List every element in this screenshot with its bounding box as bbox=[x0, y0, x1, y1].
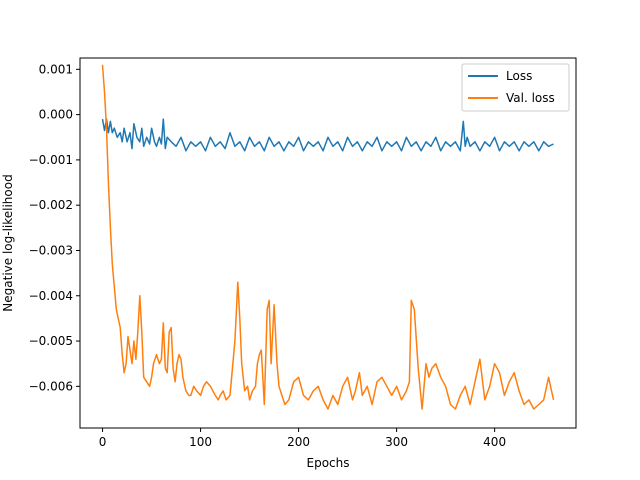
series-line-val-loss bbox=[101, 64, 555, 410]
y-tick-label: −0.006 bbox=[29, 379, 73, 393]
plot-frame bbox=[79, 57, 577, 429]
y-tick-label: 0.001 bbox=[39, 62, 73, 76]
plot-area bbox=[79, 57, 577, 429]
series-line-loss bbox=[101, 118, 554, 152]
series-layer bbox=[101, 64, 555, 410]
legend-label-val-loss: Val. loss bbox=[506, 91, 555, 105]
y-axis-title: Negative log-likelihood bbox=[1, 174, 15, 311]
legend-label-loss: Loss bbox=[506, 69, 532, 83]
y-tick-label: −0.004 bbox=[29, 289, 73, 303]
x-axis-ticks: 0 100 200 300 400 bbox=[99, 428, 506, 449]
y-axis-ticks: 0.001 0.000 −0.001 −0.002 −0.003 −0.004 −0.005… bbox=[29, 62, 80, 393]
x-axis-title: Epochs bbox=[307, 456, 350, 470]
y-tick-label: −0.002 bbox=[29, 198, 73, 212]
y-tick-label: −0.005 bbox=[29, 334, 73, 348]
x-tick-label: 0 bbox=[99, 435, 107, 449]
legend: Loss Val. loss bbox=[461, 63, 570, 112]
y-tick-label: 0.000 bbox=[39, 108, 73, 122]
y-tick-label: −0.001 bbox=[29, 153, 73, 167]
x-tick-label: 400 bbox=[483, 435, 506, 449]
x-tick-label: 200 bbox=[287, 435, 310, 449]
x-tick-label: 100 bbox=[189, 435, 212, 449]
y-tick-label: −0.003 bbox=[29, 243, 73, 257]
x-tick-label: 300 bbox=[385, 435, 408, 449]
